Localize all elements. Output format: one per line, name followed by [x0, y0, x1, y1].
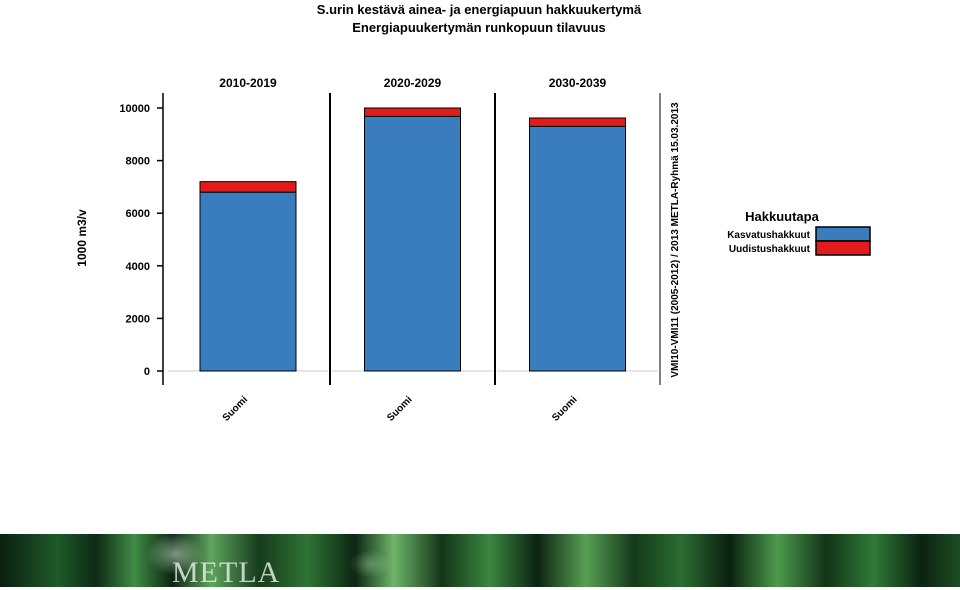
legend-label-uudistushakkuut: Uudistushakkuut [729, 244, 811, 255]
panel-label: 2010-2019 [219, 76, 277, 90]
category-label: Suomi [221, 394, 251, 424]
footer-banner [0, 534, 960, 587]
panel-label: 2030-2039 [549, 76, 607, 90]
bar-segment-kasvatushakkuut [364, 115, 461, 372]
bar-segment-uudistushakkuut [529, 117, 626, 127]
bar-segment-kasvatushakkuut [199, 191, 297, 372]
category-label: Suomi [385, 394, 415, 424]
legend-title: Hakkuutapa [745, 209, 819, 224]
chart: S.urin kestävä ainea- ja energiapuun hak… [75, 2, 871, 424]
side-note: VMI10-VMI11 (2005-2012) / 2013 METLA-Ryh… [670, 102, 681, 378]
panel-label: 2020-2029 [384, 76, 442, 90]
plot-area: 0 2000 4000 6000 8000 10000 2010-2019 Suomi 2020… [119, 76, 661, 424]
chart-title: S.urin kestävä ainea- ja energiapuun hak… [317, 2, 642, 17]
y-tick-label: 8000 [126, 156, 150, 168]
legend-swatch-uudistushakkuut [815, 240, 871, 256]
legend-swatch-kasvatushakkuut [815, 226, 871, 242]
y-tick-label: 10000 [119, 103, 150, 115]
y-tick-label: 4000 [126, 261, 150, 273]
bar-segment-uudistushakkuut [199, 181, 297, 193]
metla-logo: METLA [172, 556, 281, 589]
chart-subtitle: Energiapuukertymän runkopuun tilavuus [352, 20, 606, 35]
y-tick-label: 2000 [126, 313, 150, 325]
y-tick-label: 6000 [126, 208, 150, 220]
y-tick-label: 0 [144, 366, 150, 378]
legend-label-kasvatushakkuut: Kasvatushakkuut [727, 230, 810, 241]
bar-segment-uudistushakkuut [364, 107, 461, 117]
legend: Hakkuutapa Kasvatushakkuut Uudistushakku… [727, 209, 871, 256]
category-label: Suomi [550, 394, 580, 424]
bar-segment-kasvatushakkuut [529, 125, 626, 372]
y-axis-label: 1000 m3/v [75, 209, 89, 267]
